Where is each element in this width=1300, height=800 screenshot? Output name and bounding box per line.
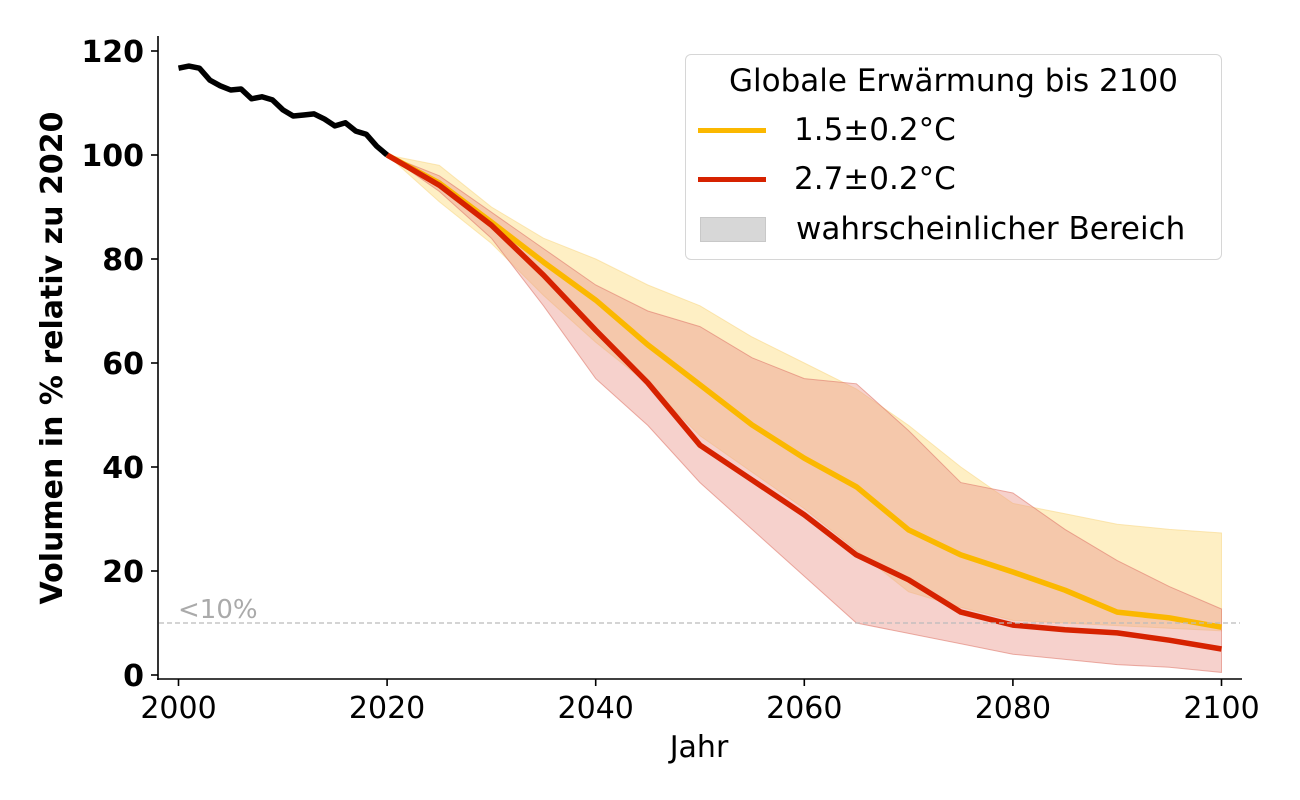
series-line-1-5 (385, 152, 1222, 630)
y-tick-label: 40 (102, 451, 144, 486)
series-line-historical (177, 63, 389, 158)
x-axis-label: Jahr (668, 730, 729, 765)
legend: Globale Erwärmung bis 2100 1.5±0.2°C 2.7… (685, 54, 1222, 260)
x-ticks: 2000 2020 2040 2060 2080 2100 (140, 679, 1260, 726)
y-tick-label: 20 (102, 555, 144, 590)
legend-title: Globale Erwärmung bis 2100 (729, 63, 1178, 99)
y-tick-label: 120 (81, 35, 144, 70)
legend-item-2-7: 2.7±0.2°C (698, 159, 956, 199)
legend-label-1-5: 1.5±0.2°C (794, 112, 956, 148)
y-tick-label: 60 (102, 347, 144, 382)
y-tick-label: 80 (102, 243, 144, 278)
legend-swatch-range-box (700, 216, 766, 242)
legend-swatch-yellow-line (698, 127, 766, 133)
series-line-2-7 (385, 152, 1222, 652)
legend-label-range: wahrscheinlicher Bereich (796, 211, 1186, 247)
band-2-7 (386, 154, 1222, 673)
series-lines (177, 63, 1222, 652)
threshold-label: <10% (178, 595, 258, 625)
x-tick-label: 2020 (349, 691, 425, 726)
legend-label-2-7: 2.7±0.2°C (794, 161, 956, 197)
legend-item-range: wahrscheinlicher Bereich (698, 209, 1185, 249)
y-ticks: 0 20 40 60 80 100 120 (81, 35, 158, 694)
y-axis-label: Volumen in % relativ zu 2020 (35, 112, 70, 605)
axes (157, 36, 1242, 680)
x-tick-label: 2060 (766, 691, 842, 726)
y-tick-label: 0 (123, 659, 144, 694)
x-tick-label: 2080 (975, 691, 1051, 726)
x-tick-label: 2100 (1183, 691, 1259, 726)
legend-item-1-5: 1.5±0.2°C (698, 110, 956, 150)
legend-swatch-red-line (698, 176, 766, 182)
x-tick-label: 2040 (558, 691, 634, 726)
y-tick-label: 100 (81, 139, 144, 174)
x-tick-label: 2000 (140, 691, 216, 726)
